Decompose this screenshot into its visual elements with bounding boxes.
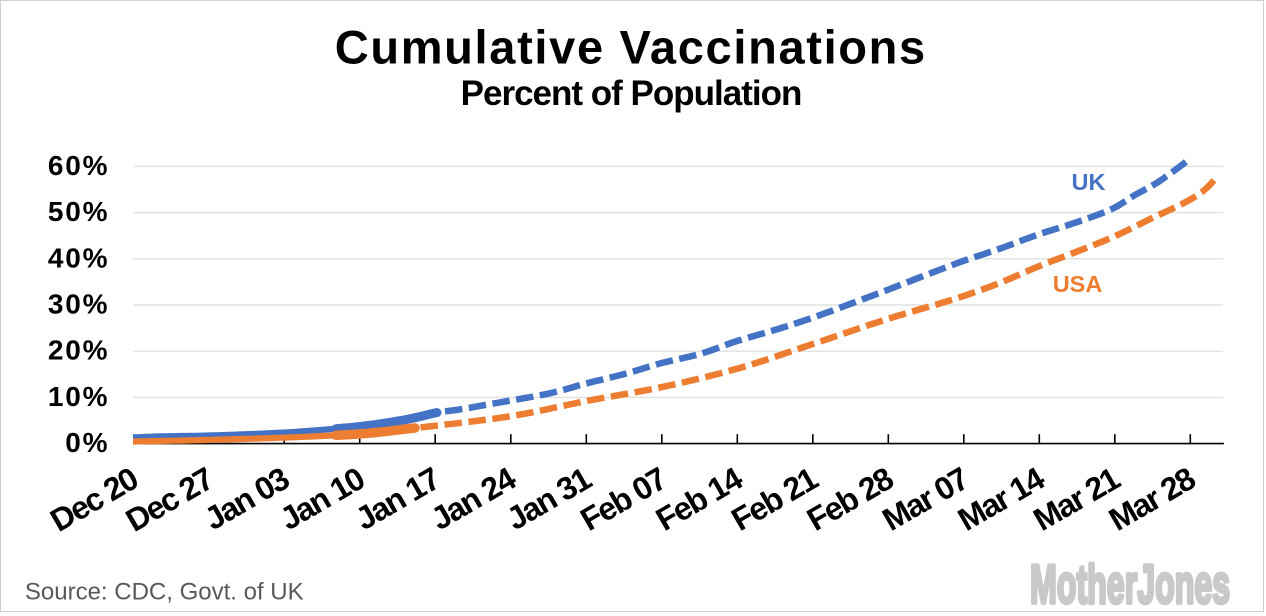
svg-text:MotherJones: MotherJones [1030, 553, 1230, 615]
svg-text:Source: CDC, Govt. of UK: Source: CDC, Govt. of UK [25, 579, 304, 606]
svg-text:Cumulative Vaccinations: Cumulative Vaccinations [335, 21, 927, 74]
svg-text:USA: USA [1053, 271, 1103, 297]
svg-text:10%: 10% [48, 381, 109, 412]
svg-text:20%: 20% [48, 335, 109, 366]
svg-text:50%: 50% [48, 196, 109, 227]
svg-text:40%: 40% [48, 242, 109, 273]
svg-text:UK: UK [1072, 169, 1106, 195]
svg-text:30%: 30% [48, 289, 109, 320]
svg-text:60%: 60% [48, 150, 109, 181]
svg-text:0%: 0% [65, 427, 109, 458]
svg-text:Percent of Population: Percent of Population [461, 74, 802, 113]
